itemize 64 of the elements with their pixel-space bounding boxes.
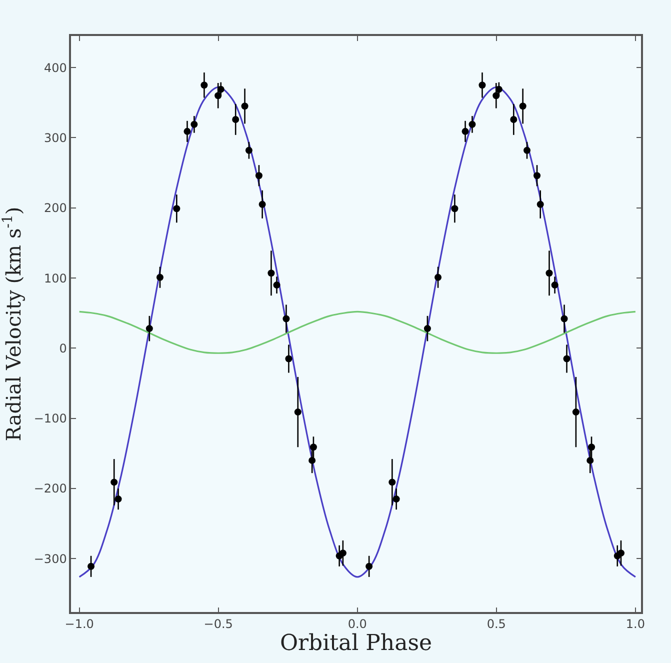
point: [524, 146, 530, 154]
point: [339, 550, 346, 557]
y-tick-label: 300: [44, 130, 67, 145]
point: [214, 92, 222, 100]
point: [551, 282, 558, 289]
point: [424, 325, 431, 332]
point: [114, 496, 122, 503]
point: [184, 128, 191, 135]
point: [268, 270, 275, 277]
point: [519, 102, 526, 110]
point: [217, 86, 224, 93]
point: [536, 200, 544, 208]
point: [173, 205, 180, 212]
x-tick-label: −0.5: [204, 617, 233, 632]
line-series: [78, 86, 636, 578]
y-tick-label: 0: [59, 341, 67, 356]
point: [366, 562, 373, 570]
point: [534, 172, 541, 180]
point: [388, 478, 396, 486]
x-tick-label: 0.0: [348, 617, 367, 632]
point: [617, 550, 624, 557]
point: [156, 274, 164, 281]
point: [478, 82, 486, 89]
point: [495, 86, 502, 93]
point: [258, 200, 266, 208]
point: [285, 355, 292, 362]
x-tick-label: 1.0: [626, 617, 645, 632]
point: [546, 270, 553, 277]
point: [492, 92, 500, 100]
point: [190, 120, 198, 128]
x-tick-label: −1.0: [64, 617, 94, 632]
point: [245, 146, 252, 154]
point: [88, 562, 95, 570]
point: [586, 456, 594, 464]
point: [308, 456, 316, 464]
point: [273, 282, 280, 289]
line-series: [78, 310, 636, 354]
point: [572, 408, 580, 416]
point: [241, 102, 248, 110]
point: [510, 116, 518, 123]
point: [200, 82, 208, 89]
point: [232, 116, 240, 123]
y-tick-label: 400: [44, 60, 67, 75]
x-axis-title: Orbital Phase: [280, 631, 432, 656]
point: [255, 172, 262, 180]
point: [310, 444, 317, 451]
point: [560, 315, 568, 322]
point: [451, 205, 458, 212]
point: [462, 128, 469, 135]
y-tick-label: 200: [44, 201, 67, 216]
point: [392, 496, 400, 503]
point: [468, 120, 476, 128]
x-tick-label: 0.5: [486, 617, 506, 632]
point: [434, 274, 442, 281]
y-tick-label: −200: [34, 482, 67, 496]
point: [282, 315, 290, 322]
point: [146, 325, 153, 332]
y-tick-label: −300: [34, 552, 67, 566]
point: [588, 444, 596, 451]
point: [110, 478, 118, 486]
point: [563, 355, 570, 362]
point: [294, 408, 302, 416]
y-tick-label: 100: [44, 271, 67, 286]
y-tick-label: −100: [34, 412, 67, 426]
